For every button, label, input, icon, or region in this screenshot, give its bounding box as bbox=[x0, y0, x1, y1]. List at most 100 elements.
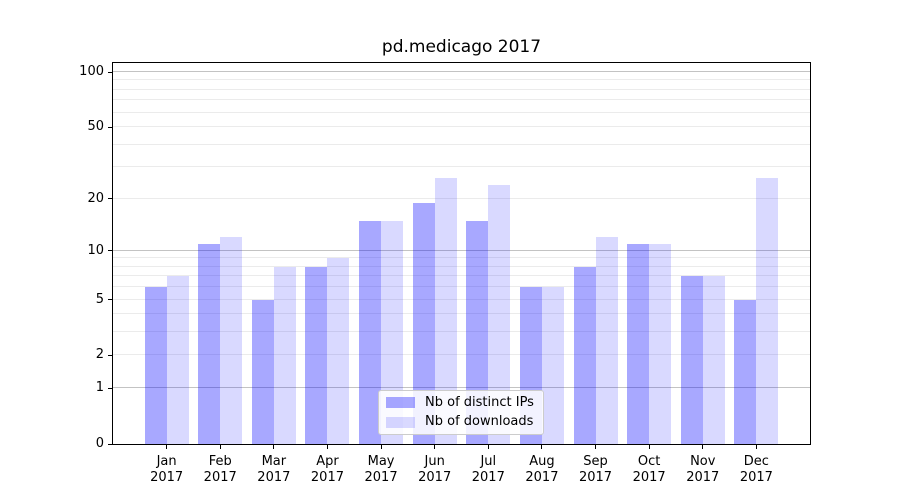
year-label: 2017 bbox=[632, 470, 666, 485]
bar-jan-downloads bbox=[166, 276, 189, 444]
year-label: 2017 bbox=[364, 470, 398, 485]
year-label: 2017 bbox=[471, 470, 505, 485]
bar-aug-downloads bbox=[541, 287, 564, 444]
gridline-80 bbox=[113, 88, 810, 90]
x-tick-label-nov: Nov 2017 bbox=[671, 454, 735, 486]
legend: Nb of distinct IPs Nb of downloads bbox=[378, 390, 544, 435]
legend-swatch-ips bbox=[386, 397, 415, 409]
y-tick-label-50: 50 bbox=[87, 119, 104, 135]
gridline-2 bbox=[113, 354, 810, 356]
gridline-40 bbox=[113, 143, 810, 145]
x-tick-mark-sep bbox=[595, 445, 597, 449]
x-tick-label-jan: Jan 2017 bbox=[135, 454, 199, 486]
gridline-4 bbox=[113, 313, 810, 315]
bar-oct-downloads bbox=[649, 243, 672, 444]
gridline-7 bbox=[113, 275, 810, 277]
x-tick-mark-jan bbox=[166, 445, 168, 449]
y-tick-mark-100 bbox=[108, 71, 112, 73]
year-label: 2017 bbox=[739, 470, 773, 485]
bar-sep-ips bbox=[573, 266, 596, 444]
x-tick-mark-feb bbox=[219, 445, 221, 449]
x-tick-mark-mar bbox=[273, 445, 275, 449]
year-label: 2017 bbox=[203, 470, 237, 485]
legend-entry-downloads: Nb of downloads bbox=[379, 414, 543, 432]
x-tick-label-jun: Jun 2017 bbox=[403, 454, 467, 486]
bar-apr-downloads bbox=[327, 258, 350, 444]
x-tick-label-aug: Aug 2017 bbox=[510, 454, 574, 486]
month-label: Sep bbox=[583, 454, 608, 469]
bar-jan-ips bbox=[144, 287, 167, 444]
bar-nov-ips bbox=[680, 276, 703, 444]
x-tick-label-dec: Dec 2017 bbox=[724, 454, 788, 486]
bar-dec-ips bbox=[734, 299, 757, 444]
bar-jun-downloads bbox=[434, 178, 457, 444]
y-tick-label-0: 0 bbox=[95, 436, 104, 451]
year-label: 2017 bbox=[686, 470, 720, 485]
month-label: Jan bbox=[156, 454, 177, 469]
y-tick-mark-50 bbox=[108, 126, 112, 128]
year-label: 2017 bbox=[257, 470, 291, 485]
legend-swatch-downloads bbox=[386, 416, 415, 428]
gridline-70 bbox=[113, 99, 810, 101]
bar-nov-downloads bbox=[702, 276, 725, 444]
x-tick-label-mar: Mar 2017 bbox=[242, 454, 306, 486]
bar-mar-ips bbox=[251, 299, 274, 444]
y-tick-mark-20 bbox=[108, 198, 112, 200]
month-label: Feb bbox=[208, 454, 232, 469]
bar-jul-ips bbox=[466, 220, 489, 444]
legend-label-ips: Nb of distinct IPs bbox=[425, 394, 534, 410]
month-label: Aug bbox=[529, 454, 555, 469]
bar-may-ips bbox=[359, 220, 382, 444]
x-tick-mark-dec bbox=[755, 445, 757, 449]
bar-oct-ips bbox=[627, 243, 650, 444]
x-tick-mark-nov bbox=[702, 445, 704, 449]
x-tick-label-may: May 2017 bbox=[349, 454, 413, 486]
chart-title: pd.medicago 2017 bbox=[381, 37, 542, 57]
month-label: Apr bbox=[316, 454, 339, 469]
y-tick-mark-0 bbox=[108, 443, 112, 445]
month-label: May bbox=[367, 454, 395, 469]
y-tick-label-1: 1 bbox=[95, 380, 104, 396]
bar-mar-downloads bbox=[273, 266, 296, 444]
gridline-90 bbox=[113, 79, 810, 81]
month-label: Jul bbox=[480, 454, 497, 469]
x-tick-label-oct: Oct 2017 bbox=[617, 454, 681, 486]
bar-sep-downloads bbox=[595, 237, 618, 444]
gridline-6 bbox=[113, 286, 810, 288]
y-tick-label-20: 20 bbox=[87, 190, 104, 206]
month-label: Dec bbox=[743, 454, 769, 469]
gridline-1 bbox=[113, 387, 810, 389]
x-tick-label-sep: Sep 2017 bbox=[564, 454, 628, 486]
gridline-60 bbox=[113, 111, 810, 113]
bar-feb-downloads bbox=[220, 237, 243, 444]
month-label: Nov bbox=[690, 454, 716, 469]
x-tick-mark-jul bbox=[487, 445, 489, 449]
gridline-30 bbox=[113, 166, 810, 168]
legend-label-downloads: Nb of downloads bbox=[425, 414, 534, 430]
month-label: Oct bbox=[637, 454, 661, 469]
y-tick-label-2: 2 bbox=[95, 347, 104, 363]
x-tick-label-jul: Jul 2017 bbox=[456, 454, 520, 486]
bar-jul-downloads bbox=[488, 184, 511, 444]
y-tick-label-100: 100 bbox=[79, 64, 104, 80]
gridline-8 bbox=[113, 265, 810, 267]
x-tick-mark-apr bbox=[326, 445, 328, 449]
month-label: Mar bbox=[261, 454, 287, 469]
year-label: 2017 bbox=[578, 470, 613, 485]
y-tick-mark-5 bbox=[108, 299, 112, 301]
year-label: 2017 bbox=[418, 470, 452, 485]
gridline-3 bbox=[113, 331, 810, 333]
gridline-100 bbox=[113, 71, 810, 73]
bar-may-downloads bbox=[381, 220, 404, 444]
bar-feb-ips bbox=[198, 243, 221, 444]
gridline-20 bbox=[113, 197, 810, 199]
y-tick-label-5: 5 bbox=[95, 291, 104, 307]
plot-area: Nb of distinct IPs Nb of downloads bbox=[112, 62, 811, 445]
y-tick-label-10: 10 bbox=[87, 242, 104, 258]
y-tick-mark-1 bbox=[108, 387, 112, 389]
x-tick-label-apr: Apr 2017 bbox=[295, 454, 359, 486]
year-label: 2017 bbox=[310, 470, 344, 485]
bar-dec-downloads bbox=[756, 178, 779, 444]
y-tick-mark-2 bbox=[108, 354, 112, 356]
x-tick-mark-jun bbox=[434, 445, 436, 449]
